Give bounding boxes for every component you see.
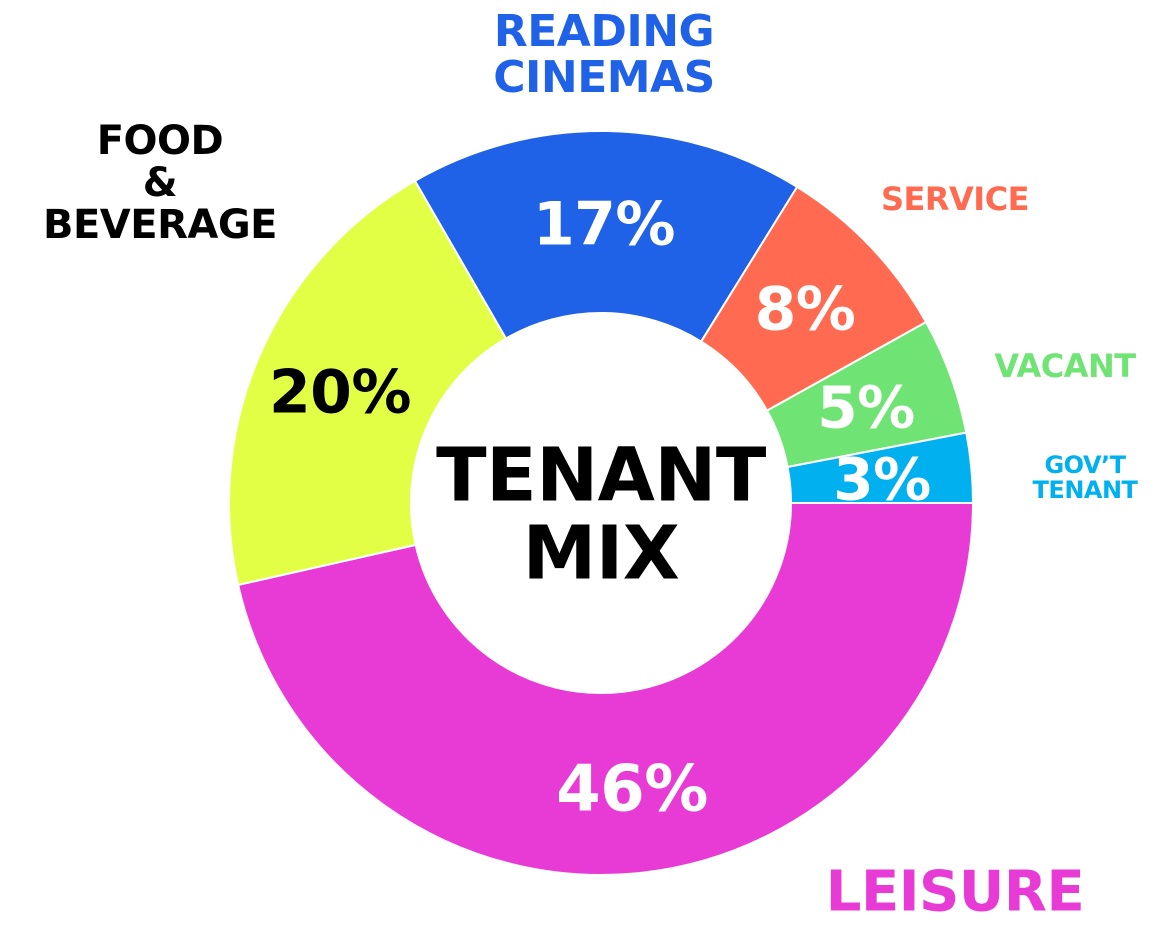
category-label: GOV’T TENANT xyxy=(1032,450,1138,504)
value-label: 5% xyxy=(817,373,915,442)
slice xyxy=(413,130,799,343)
value-label: 46% xyxy=(556,752,708,827)
category-label: FOOD & BEVERAGE xyxy=(42,118,278,248)
slice xyxy=(228,179,508,587)
slice xyxy=(786,431,975,504)
chart-title: TENANT MIX xyxy=(436,432,766,596)
category-label: SERVICE xyxy=(880,180,1030,219)
category-label: VACANT xyxy=(994,347,1136,386)
value-label: 20% xyxy=(268,357,412,428)
value-label: 3% xyxy=(833,445,931,514)
category-label: LEISURE xyxy=(825,859,1085,925)
slice xyxy=(236,502,975,876)
value-label: 17% xyxy=(532,189,676,260)
category-label: READING CINEMAS xyxy=(493,5,715,103)
value-label: 8% xyxy=(754,274,856,345)
